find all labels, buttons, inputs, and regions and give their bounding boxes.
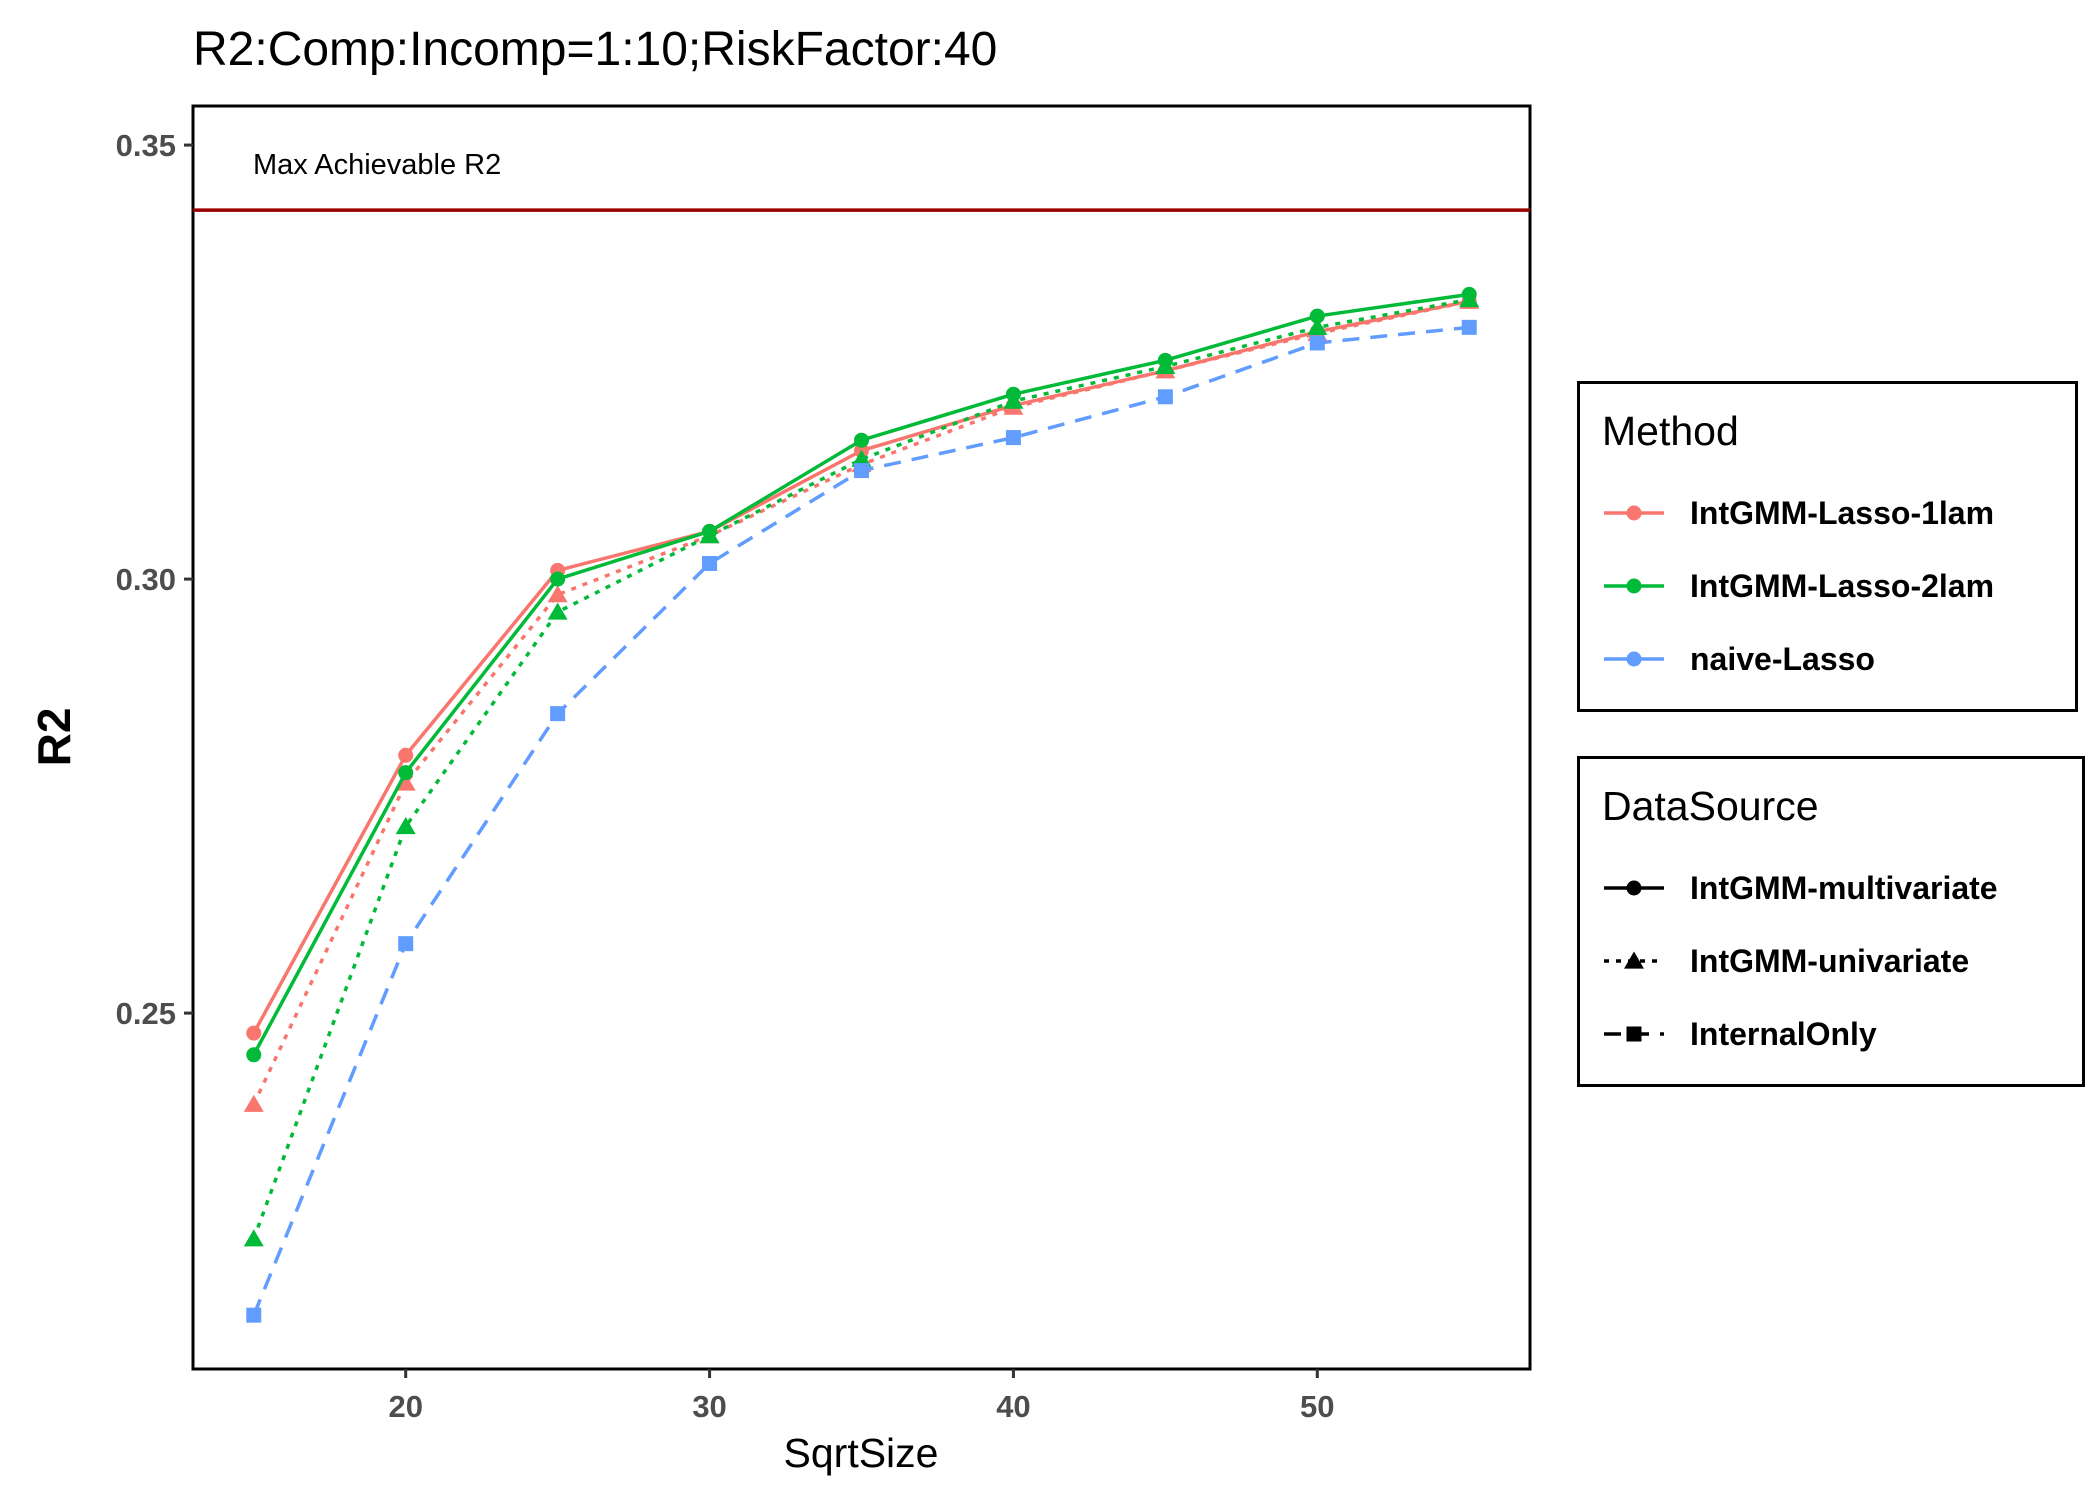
legend-datasource-label: InternalOnly <box>1690 1015 1877 1052</box>
legend-method-key <box>1604 651 1664 667</box>
legend-key-marker <box>1626 1026 1642 1042</box>
series-point <box>1461 319 1477 335</box>
series-point <box>547 602 568 620</box>
series-point <box>1307 317 1328 335</box>
legend-datasource-item: InternalOnly <box>1602 1009 1877 1059</box>
series-point <box>550 571 566 587</box>
series-point <box>243 1094 264 1112</box>
series-line <box>252 292 1470 1056</box>
legend-method-item: IntGMM-Lasso-1lam <box>1602 488 1994 538</box>
y-tick-label: 0.35 <box>116 128 176 163</box>
series-line <box>252 299 1470 1105</box>
legend-method-label: IntGMM-Lasso-1lam <box>1690 494 1995 531</box>
series-point <box>1005 430 1021 446</box>
series-point <box>398 765 414 781</box>
series-point <box>395 773 416 791</box>
legend-method-item: naive-Lasso <box>1602 634 1875 684</box>
x-tick-label: 20 <box>388 1389 422 1424</box>
plot-panel-border <box>191 104 1532 1371</box>
legend-method-key <box>1604 505 1664 521</box>
legend-datasource-label: IntGMM-multivariate <box>1690 869 1998 906</box>
series-point <box>547 585 568 603</box>
series-point <box>246 1307 262 1323</box>
series-point <box>854 463 869 479</box>
series-point <box>702 555 718 571</box>
legend-key-marker <box>1626 505 1642 521</box>
series-point <box>1155 356 1176 375</box>
legend-datasource-key <box>1604 1026 1664 1042</box>
series-point <box>1459 290 1480 308</box>
max-r2-reference-label: Max Achievable R2 <box>253 149 501 181</box>
legend-method-title: Method <box>1602 408 1739 454</box>
series-point <box>854 432 869 448</box>
legend-datasource-label: IntGMM-univariate <box>1690 942 1970 979</box>
x-axis-title: SqrtSize <box>784 1430 939 1476</box>
series-point <box>699 526 720 544</box>
legend-method-label: IntGMM-Lasso-2lam <box>1690 567 1995 604</box>
y-axis-title: R2 <box>28 708 80 767</box>
series-point <box>398 747 414 763</box>
x-tick-label: 30 <box>692 1389 726 1424</box>
legend-key-marker <box>1626 578 1642 594</box>
legend-method-item: IntGMM-Lasso-2lam <box>1602 561 1994 611</box>
series-point <box>851 449 872 467</box>
legend-datasource-item: IntGMM-univariate <box>1602 936 1969 986</box>
series-point <box>1157 389 1173 405</box>
legend-datasource: DataSource IntGMM-multivariate IntGMM-un… <box>1577 756 2085 1087</box>
y-tick-label: 0.30 <box>116 562 176 597</box>
series-point <box>246 1025 262 1041</box>
series-point <box>550 706 566 722</box>
series-point <box>243 1229 264 1247</box>
series-point <box>246 1047 262 1063</box>
series-line <box>252 297 1470 1240</box>
legend-datasource-title: DataSource <box>1602 783 1819 829</box>
x-tick-label: 40 <box>996 1389 1030 1424</box>
legend-method-label: naive-Lasso <box>1690 640 1875 677</box>
series-point <box>1309 335 1325 351</box>
series-point <box>1309 308 1325 324</box>
legend-datasource-key <box>1604 951 1664 969</box>
legend-method: Method IntGMM-Lasso-1lam IntGMM-Lasso-2l… <box>1577 381 2078 712</box>
y-tick-label: 0.25 <box>116 996 176 1031</box>
legend-datasource-item: IntGMM-multivariate <box>1602 863 1998 913</box>
series-point <box>395 816 416 835</box>
legend-key-marker <box>1626 880 1642 896</box>
series-point <box>1003 391 1024 409</box>
legend-method-key <box>1604 578 1664 594</box>
legend-datasource-key <box>1604 880 1664 896</box>
x-tick-label: 50 <box>1300 1389 1334 1424</box>
chart-title: R2:Comp:Incomp=1:10;RiskFactor:40 <box>193 23 998 76</box>
legend-key-marker <box>1626 651 1642 667</box>
series-point <box>398 936 414 952</box>
series-line <box>252 299 1470 1034</box>
legend-key-marker <box>1624 951 1644 969</box>
